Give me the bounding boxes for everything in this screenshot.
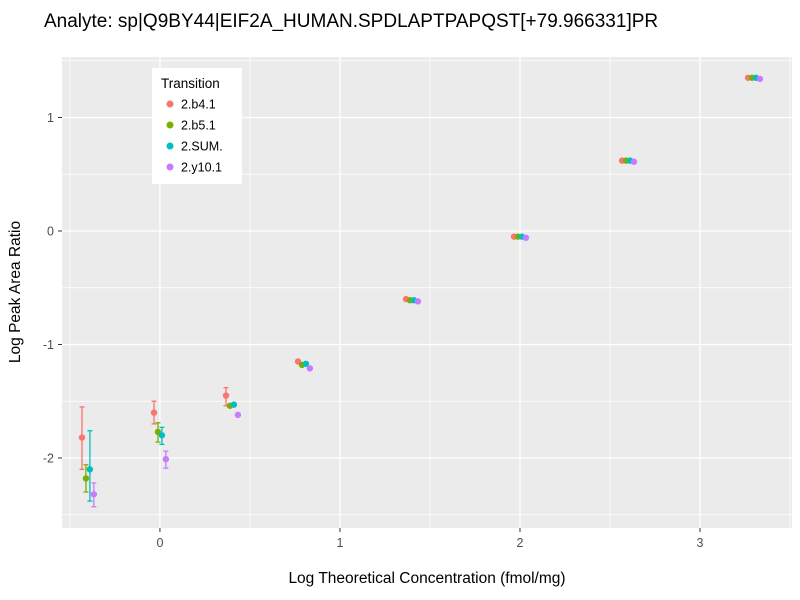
axes: 0 1 2 3 -2 -1 0 1 (43, 111, 704, 550)
data-point (82, 475, 90, 482)
data-point (630, 158, 638, 165)
data-point (78, 434, 86, 441)
data-point (86, 466, 94, 473)
y-tick-label: 0 (47, 224, 54, 238)
legend-label: 2.b4.1 (181, 98, 216, 112)
data-point (234, 411, 242, 419)
x-tick-label: 0 (156, 536, 163, 550)
legend-label: 2.b5.1 (181, 119, 216, 133)
y-tick-label: -1 (43, 338, 54, 352)
data-point (90, 491, 98, 498)
x-axis-title: Log Theoretical Concentration (fmol/mg) (288, 570, 565, 587)
data-point (414, 298, 422, 305)
series-2.y10.1 (90, 75, 764, 508)
data-point (302, 360, 310, 367)
legend-key-2.b5.1 (166, 121, 174, 129)
data-point (158, 432, 166, 439)
data-point (230, 401, 238, 408)
legend-key-2.SUM. (166, 142, 174, 150)
plot-panel: 0 1 2 3 -2 -1 0 1 Transition 2.b4.1 2.b5.1 2.SUM. 2.… (43, 57, 792, 550)
legend-label: 2.y10.1 (181, 161, 222, 175)
y-tick-label: 1 (47, 111, 54, 125)
legend-title: Transition (161, 76, 220, 91)
series-2.SUM. (86, 74, 760, 502)
legend-key-2.b4.1 (166, 100, 174, 108)
chart-title: Analyte: sp|Q9BY44|EIF2A_HUMAN.SPDLAPTPA… (44, 11, 658, 32)
data-point (222, 392, 230, 399)
x-tick-label: 2 (517, 536, 524, 550)
data-point (162, 455, 170, 463)
y-tick-label: -2 (43, 451, 54, 465)
data-point (756, 75, 764, 83)
x-tick-label: 1 (336, 536, 343, 550)
legend: Transition 2.b4.1 2.b5.1 2.SUM. 2.y10.1 (152, 68, 242, 184)
legend-label: 2.SUM. (181, 140, 223, 154)
gridlines (62, 57, 792, 528)
data-point (522, 234, 530, 241)
legend-key-2.y10.1 (166, 163, 174, 171)
x-tick-label: 3 (697, 536, 704, 550)
y-axis-title: Log Peak Area Ratio (7, 221, 24, 363)
data-point (150, 409, 158, 416)
data-point (306, 365, 314, 372)
